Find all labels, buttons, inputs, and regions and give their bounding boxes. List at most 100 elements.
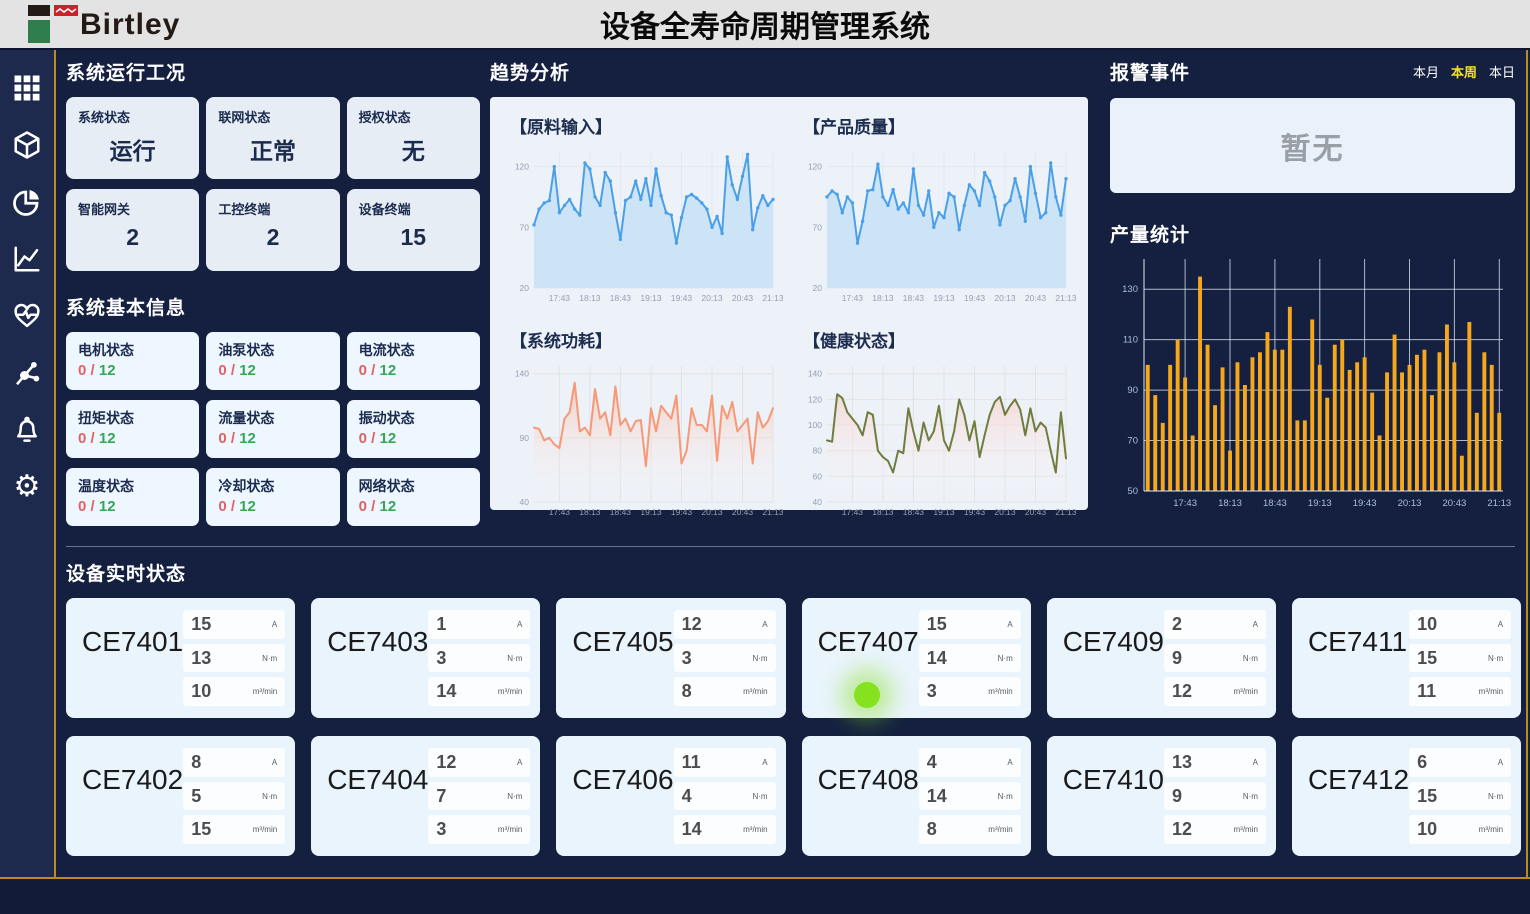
alarm-tab-本月[interactable]: 本月 (1412, 65, 1439, 80)
grid-icon[interactable] (11, 72, 43, 104)
metric-unit: m³/min (1478, 825, 1504, 835)
metric-unit: m³/min (497, 825, 523, 835)
alarm-tab-本周[interactable]: 本周 (1450, 65, 1477, 80)
production-bar-chart: 50 70 90 110 130 17:43 18:13 18:43 19:13 19:43 20:… (1110, 253, 1515, 524)
device-card-CE7405[interactable]: CE7405 12 A 3 N·m 8 m³/min (556, 598, 786, 718)
trend-section: 趋势分析 【原料输入】 20 70 120 17:43 18:13 18:43 19:13 19… (490, 58, 1088, 517)
health-icon[interactable] (11, 300, 43, 332)
device-metrics: 2 A 9 N·m 12 m³/min (1163, 610, 1266, 707)
device-metrics: 4 A 14 N·m 8 m³/min (918, 748, 1021, 845)
device-card-CE7404[interactable]: CE7404 12 A 7 N·m 3 m³/min (311, 736, 541, 856)
device-card-CE7408[interactable]: CE7408 4 A 14 N·m 8 m³/min (801, 736, 1031, 856)
svg-text:21:13: 21:13 (762, 293, 783, 303)
trend-chart-title: 【系统功耗】 (510, 332, 612, 351)
info-card-counts: 0 / 12 (218, 430, 256, 447)
trend-chart-title: 【原料输入】 (510, 118, 612, 137)
brand-logo: Birtley (28, 3, 180, 45)
info-card-counts: 0 / 12 (358, 430, 397, 447)
svg-text:17:43: 17:43 (549, 507, 571, 517)
device-card-CE7409[interactable]: CE7409 2 A 9 N·m 12 m³/min (1046, 598, 1276, 718)
status-card-label: 工控终端 (218, 202, 271, 217)
svg-text:21:13: 21:13 (1055, 293, 1076, 303)
svg-text:18:43: 18:43 (610, 507, 632, 517)
section-title-system-status: 系统运行工况 (66, 63, 187, 84)
alarm-tab-本日[interactable]: 本日 (1488, 65, 1515, 80)
metric-unit: N·m (1242, 653, 1258, 663)
svg-text:18:43: 18:43 (610, 293, 632, 303)
device-metrics: 13 A 9 N·m 12 m³/min (1163, 748, 1266, 845)
metric-unit: N·m (1242, 791, 1258, 801)
section-title-production: 产量统计 (1110, 225, 1191, 246)
status-card: 系统状态 运行 (66, 97, 200, 179)
device-card-CE7411[interactable]: CE7411 10 A 15 N·m 11 m³/min (1291, 598, 1522, 718)
metric-unit: N·m (1488, 653, 1504, 663)
info-card-label: 油泵状态 (218, 342, 275, 358)
trend-cell-raw-input: 【原料输入】 20 70 120 17:43 18:13 18:43 19:13 19:43 20… (498, 107, 787, 317)
device-metric: 14 N·m (918, 643, 1021, 673)
device-card-CE7402[interactable]: CE7402 8 A 5 N·m 15 m³/min (66, 736, 296, 856)
info-card-label: 电流状态 (358, 342, 415, 358)
metric-unit: N·m (507, 653, 523, 663)
svg-text:18:13: 18:13 (872, 293, 894, 303)
trend-chart-power: 40 90 140 17:43 18:13 18:43 19:13 19:43 20:13 20:… (515, 366, 784, 517)
molecule-icon[interactable] (11, 357, 43, 389)
svg-text:18:13: 18:13 (872, 507, 894, 517)
device-name: CE7402 (82, 764, 184, 795)
metric-unit: A (1497, 619, 1504, 629)
metric-value: 14 (926, 785, 947, 806)
trend-chart-raw-input: 20 70 120 17:43 18:13 18:43 19:13 19:43 20:13 20:… (515, 152, 784, 303)
logo-dark-square (28, 5, 50, 16)
svg-text:21:13: 21:13 (762, 507, 783, 517)
svg-text:17:43: 17:43 (1173, 498, 1197, 509)
device-metric: 11 A (673, 748, 776, 777)
gear-icon[interactable]: ⚙ (13, 470, 41, 503)
logo-red-square (54, 5, 78, 16)
device-card-CE7410[interactable]: CE7410 13 A 9 N·m 12 m³/min (1046, 736, 1276, 856)
status-card: 智能网关 2 (66, 189, 200, 271)
device-metric: 12 m³/min (1163, 815, 1266, 845)
trend-cell-product-quality: 【产品质量】 20 70 120 17:43 18:13 18:43 19:13 19:43 20… (791, 107, 1080, 317)
metric-unit: m³/min (1233, 687, 1258, 697)
metric-unit: N·m (1488, 791, 1504, 801)
svg-text:110: 110 (1123, 335, 1138, 346)
metric-unit: N·m (262, 791, 278, 801)
status-card-value: 15 (400, 224, 427, 250)
device-card-CE7407[interactable]: CE7407 15 A 14 N·m 3 m³/min (801, 598, 1031, 718)
device-metrics: 6 A 15 N·m 10 m³/min (1409, 748, 1512, 845)
status-card: 联网状态 正常 (206, 97, 340, 179)
device-name: CE7401 (82, 626, 184, 657)
device-metric: 9 N·m (1163, 781, 1266, 811)
left-column: 系统运行工况 系统状态 运行 联网状态 正常 授权状态无智能网关 2 工控终端 2 设备终端 15… (66, 58, 480, 526)
brand-logo-text: Birtley (80, 8, 181, 41)
device-metric: 14 m³/min (428, 677, 531, 707)
cube-icon[interactable] (11, 129, 43, 161)
svg-text:18:13: 18:13 (579, 293, 601, 303)
pie-chart-icon[interactable] (11, 186, 43, 218)
alarm-header: 报警事件 本月 本周 本日 (1110, 58, 1515, 85)
svg-text:19:13: 19:13 (933, 293, 955, 303)
svg-text:17:43: 17:43 (842, 293, 864, 303)
svg-text:21:13: 21:13 (1487, 498, 1511, 509)
metric-value: 10 (1417, 613, 1438, 634)
status-card-value: 2 (266, 224, 280, 250)
metric-unit: A (1007, 757, 1013, 767)
metric-unit: N·m (262, 653, 278, 663)
device-card-CE7403[interactable]: CE7403 1 A 3 N·m 14 m³/min (311, 598, 541, 718)
metric-value: 10 (1417, 819, 1438, 840)
device-name: CE7405 (572, 626, 674, 657)
device-metric: 8 m³/min (918, 815, 1021, 845)
device-metric: 7 N·m (428, 781, 531, 811)
device-name: CE7410 (1062, 764, 1164, 795)
info-card-label: 温度状态 (78, 478, 134, 494)
device-card-CE7406[interactable]: CE7406 11 A 4 N·m 14 m³/min (556, 736, 786, 856)
line-chart-icon[interactable] (11, 243, 43, 275)
device-metric: 11 m³/min (1409, 677, 1512, 707)
device-card-CE7412[interactable]: CE7412 6 A 15 N·m 10 m³/min (1291, 736, 1522, 856)
metric-value: 12 (1171, 819, 1192, 840)
svg-text:19:43: 19:43 (1353, 498, 1377, 509)
device-card-CE7401[interactable]: CE7401 15 A 13 N·m 10 m³/min (66, 598, 296, 718)
info-card: 网络状态 0 / 12 (346, 468, 480, 526)
bell-icon[interactable] (11, 414, 43, 446)
